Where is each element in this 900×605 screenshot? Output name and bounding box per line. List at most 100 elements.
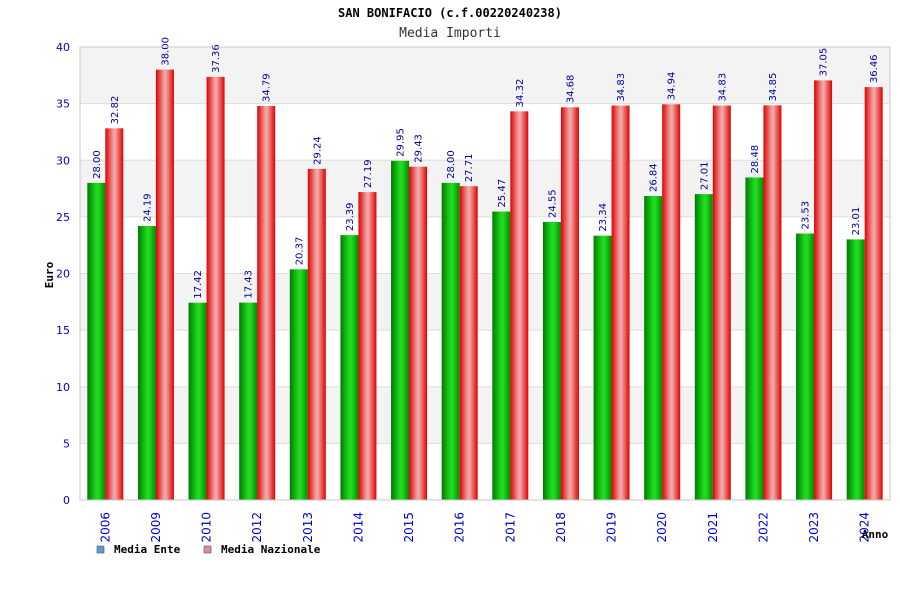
value-label-media-nazionale: 36.46 bbox=[869, 54, 880, 83]
value-label-media-nazionale: 32.82 bbox=[110, 96, 121, 125]
x-tick-label: 2023 bbox=[807, 512, 821, 543]
y-tick-label: 10 bbox=[56, 381, 70, 394]
bar-media-nazionale bbox=[864, 87, 883, 500]
value-label-media-ente: 24.19 bbox=[142, 193, 153, 222]
bar-media-ente bbox=[340, 235, 359, 500]
chart-subtitle: Media Importi bbox=[399, 26, 501, 41]
x-tick-label: 2024 bbox=[858, 512, 872, 543]
bar-media-ente bbox=[694, 194, 713, 500]
value-label-media-nazionale: 34.85 bbox=[768, 73, 779, 102]
bar-media-ente bbox=[188, 302, 207, 500]
value-label-media-nazionale: 34.83 bbox=[616, 73, 627, 102]
bar-media-nazionale bbox=[611, 105, 630, 501]
bar-media-nazionale bbox=[814, 80, 833, 500]
bar-media-ente bbox=[137, 226, 156, 500]
x-axis-ticks: 2006 2009 2010 2012 2013 2014 2015 2016 2017 2018… bbox=[98, 512, 871, 543]
bar-media-nazionale bbox=[510, 111, 529, 501]
y-tick-label: 20 bbox=[56, 268, 70, 281]
legend: Media Ente Media Nazionale bbox=[96, 543, 321, 556]
x-tick-label: 2018 bbox=[554, 512, 568, 543]
bar-media-ente bbox=[846, 239, 865, 500]
legend-label-media-ente: Media Ente bbox=[114, 543, 181, 556]
bar-media-ente bbox=[542, 221, 561, 500]
bar-media-ente bbox=[441, 182, 460, 500]
x-tick-label: 2006 bbox=[98, 512, 112, 543]
value-label-media-nazionale: 38.00 bbox=[160, 37, 171, 66]
value-label-media-ente: 27.01 bbox=[699, 161, 710, 190]
bars-group bbox=[87, 69, 883, 501]
value-label-media-nazionale: 34.68 bbox=[565, 75, 576, 104]
value-label-media-nazionale: 37.05 bbox=[819, 48, 830, 77]
value-label-media-ente: 17.43 bbox=[244, 270, 255, 299]
y-tick-label: 0 bbox=[63, 494, 70, 507]
value-label-media-nazionale: 29.43 bbox=[414, 134, 425, 163]
value-label-media-ente: 28.48 bbox=[750, 145, 761, 174]
bar-media-nazionale bbox=[257, 106, 276, 501]
value-label-media-nazionale: 27.71 bbox=[464, 154, 475, 183]
bar-media-nazionale bbox=[662, 104, 681, 500]
legend-swatch-media-nazionale bbox=[203, 545, 212, 554]
bar-media-ente bbox=[644, 196, 663, 501]
x-tick-label: 2010 bbox=[200, 512, 214, 543]
bar-media-ente bbox=[87, 182, 106, 500]
bar-media-nazionale bbox=[763, 105, 782, 500]
x-tick-label: 2013 bbox=[301, 512, 315, 543]
x-tick-label: 2016 bbox=[453, 512, 467, 543]
y-tick-label: 25 bbox=[56, 211, 70, 224]
x-tick-label: 2015 bbox=[402, 512, 416, 543]
x-tick-label: 2017 bbox=[503, 512, 517, 543]
y-tick-label: 40 bbox=[56, 41, 70, 54]
bar-media-nazionale bbox=[206, 76, 225, 500]
value-label-media-nazionale: 37.36 bbox=[211, 44, 222, 73]
value-label-media-ente: 25.47 bbox=[497, 179, 508, 208]
value-label-media-ente: 23.34 bbox=[598, 203, 609, 232]
bar-media-ente bbox=[593, 235, 612, 500]
plot-frame bbox=[79, 46, 891, 501]
legend-swatch-media-ente bbox=[96, 545, 105, 554]
chart-title: SAN BONIFACIO (c.f.00220240238) bbox=[338, 6, 562, 20]
value-label-media-ente: 28.00 bbox=[92, 150, 103, 179]
value-label-media-ente: 17.42 bbox=[193, 270, 204, 299]
value-label-media-ente: 29.95 bbox=[396, 128, 407, 157]
x-tick-label: 2021 bbox=[706, 512, 720, 543]
value-label-media-nazionale: 27.19 bbox=[363, 159, 374, 188]
bar-media-nazionale bbox=[712, 105, 731, 501]
bar-media-nazionale bbox=[307, 168, 326, 500]
value-label-media-ente: 23.01 bbox=[851, 207, 862, 236]
bar-media-ente bbox=[239, 302, 258, 500]
bar-media-ente bbox=[391, 160, 410, 500]
value-label-media-nazionale: 34.32 bbox=[515, 79, 526, 108]
x-tick-label: 2020 bbox=[655, 512, 669, 543]
bar-media-nazionale bbox=[105, 128, 124, 500]
bar-media-nazionale bbox=[155, 69, 174, 501]
bar-media-ente bbox=[289, 269, 308, 500]
bar-media-nazionale bbox=[409, 166, 428, 500]
bar-media-nazionale bbox=[459, 186, 478, 500]
value-label-media-nazionale: 29.24 bbox=[312, 136, 323, 165]
value-label-media-ente: 23.39 bbox=[345, 202, 356, 231]
value-labels-group: 28.00 32.82 24.19 38.00 17.42 37.36 17.43 34.79… bbox=[92, 37, 880, 299]
value-label-media-ente: 26.84 bbox=[649, 163, 660, 192]
value-label-media-ente: 20.37 bbox=[294, 237, 305, 266]
legend-label-media-nazionale: Media Nazionale bbox=[221, 543, 321, 556]
bar-media-ente bbox=[745, 177, 764, 501]
bar-media-ente bbox=[796, 233, 815, 500]
value-label-media-nazionale: 34.79 bbox=[262, 73, 273, 102]
value-label-media-ente: 28.00 bbox=[446, 150, 457, 179]
y-axis-label: Euro bbox=[43, 261, 56, 288]
y-axis-ticks: 0 5 10 15 20 25 30 35 40 bbox=[56, 41, 70, 507]
value-label-media-ente: 24.55 bbox=[547, 189, 558, 218]
value-label-media-nazionale: 34.94 bbox=[667, 72, 678, 101]
value-label-media-nazionale: 34.83 bbox=[717, 73, 728, 102]
y-tick-label: 15 bbox=[56, 324, 70, 337]
bar-media-nazionale bbox=[358, 192, 377, 501]
y-tick-label: 5 bbox=[63, 437, 70, 450]
x-tick-label: 2022 bbox=[756, 512, 770, 543]
x-tick-label: 2019 bbox=[605, 512, 619, 543]
y-tick-label: 30 bbox=[56, 154, 70, 167]
x-tick-label: 2014 bbox=[351, 512, 365, 543]
bar-media-nazionale bbox=[560, 107, 579, 501]
value-label-media-ente: 23.53 bbox=[801, 201, 812, 230]
